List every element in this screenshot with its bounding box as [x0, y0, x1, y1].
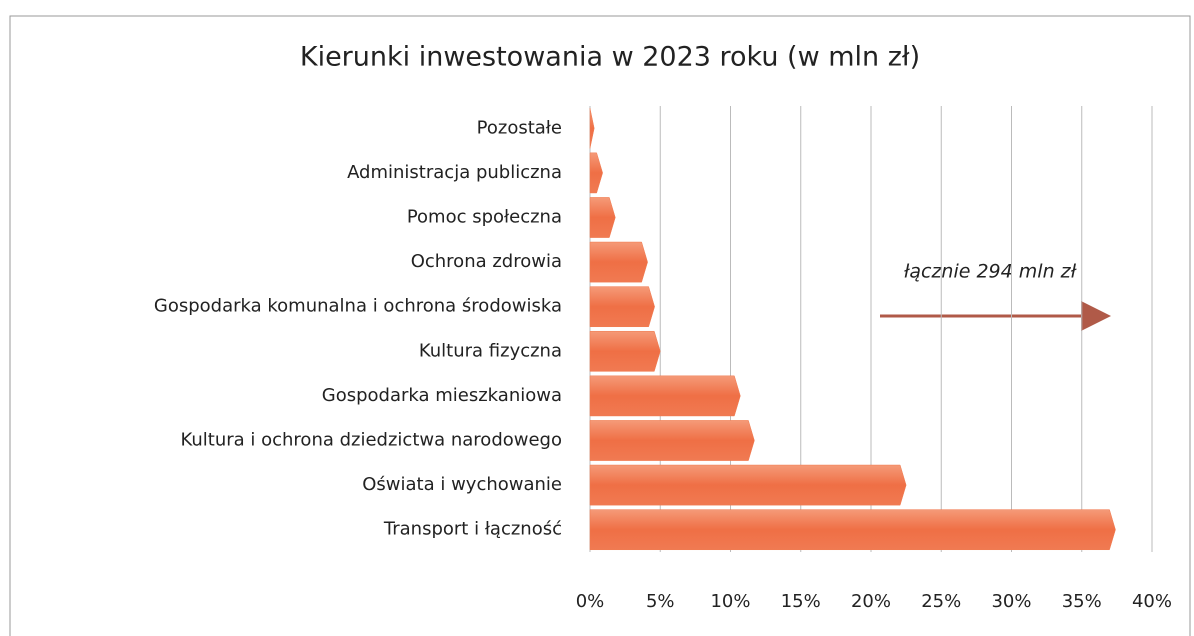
- bar: [589, 152, 603, 194]
- bar: [589, 197, 616, 238]
- annotation: łącznie 294 mln zł: [904, 261, 1078, 283]
- y-tick-label: Gospodarka komunalna i ochrona środowisk…: [154, 296, 562, 317]
- bar: [589, 464, 907, 506]
- x-tick-label: 30%: [991, 591, 1031, 612]
- y-tick-label: Pomoc społeczna: [407, 207, 562, 228]
- bar: [589, 241, 648, 283]
- x-tick-label: 35%: [1062, 591, 1102, 612]
- chart-frame: [9, 15, 1191, 636]
- y-tick-label: Administracja publiczna: [347, 162, 562, 183]
- x-tick-label: 15%: [781, 591, 821, 612]
- bar: [589, 375, 741, 417]
- bar: [589, 330, 661, 372]
- bar: [589, 509, 1116, 551]
- bar: [589, 420, 755, 461]
- y-tick-label: Kultura i ochrona dziedzictwa narodowego: [180, 430, 562, 451]
- x-tick-label: 5%: [646, 591, 675, 612]
- x-tick-label: 0%: [576, 591, 605, 612]
- bar: [589, 108, 595, 149]
- y-tick-label: Pozostałe: [477, 117, 562, 138]
- x-tick-label: 25%: [921, 591, 961, 612]
- x-tick-label: 40%: [1132, 591, 1172, 612]
- y-tick-label: Oświata i wychowanie: [362, 474, 562, 495]
- y-tick-label: Kultura fizyczna: [419, 340, 562, 361]
- y-tick-label: Gospodarka mieszkaniowa: [322, 385, 562, 406]
- x-tick-label: 10%: [710, 591, 750, 612]
- x-tick-label: 20%: [851, 591, 891, 612]
- y-tick-label: Ochrona zdrowia: [411, 251, 562, 272]
- chart-title: Kierunki inwestowania w 2023 roku (w mln…: [300, 42, 920, 73]
- bar: [589, 286, 655, 328]
- y-tick-label: Transport i łączność: [383, 519, 562, 540]
